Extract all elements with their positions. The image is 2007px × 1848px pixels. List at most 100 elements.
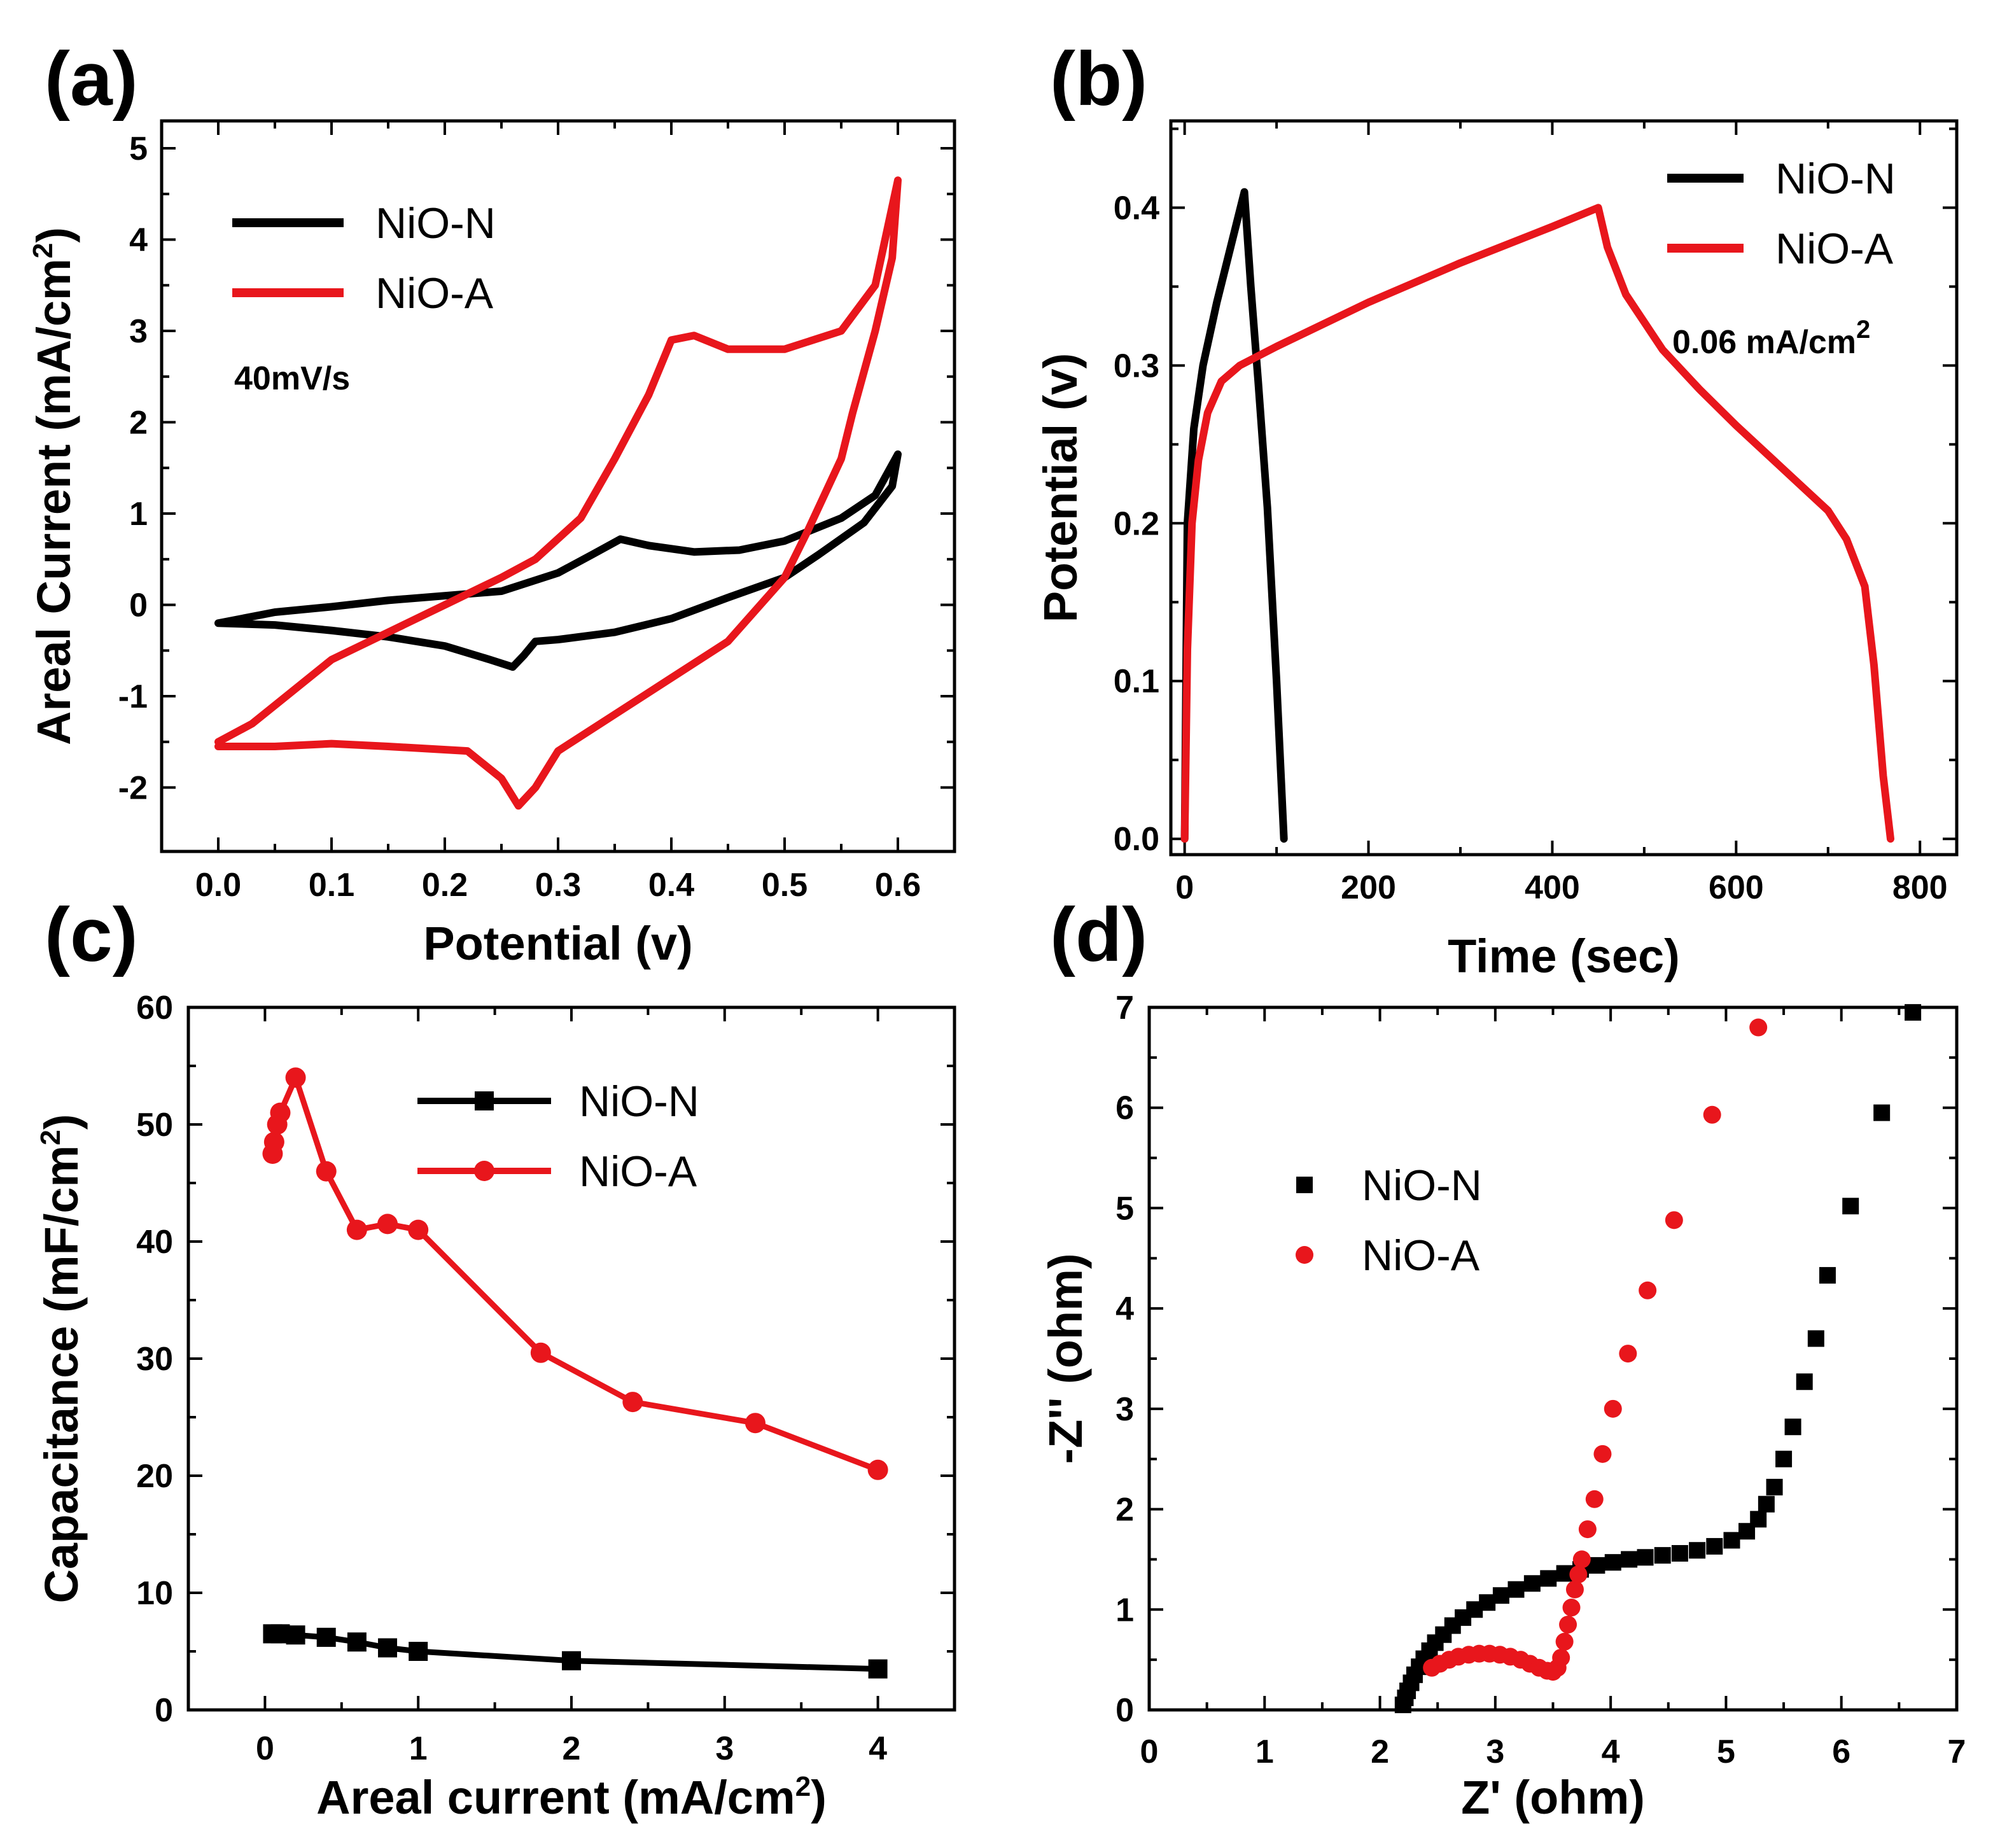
legend-label: NiO-A <box>375 269 494 318</box>
data-point <box>1492 1587 1509 1604</box>
y-tick-label: 6 <box>1115 1090 1134 1127</box>
x-axis-label: Areal current (mA/cm2) <box>316 1771 827 1824</box>
data-point <box>1637 1549 1654 1566</box>
data-point <box>1604 1399 1622 1418</box>
x-tick-label: 1 <box>409 1730 428 1767</box>
data-point <box>1671 1544 1688 1562</box>
x-tick-label: 800 <box>1892 869 1948 906</box>
data-point <box>1842 1198 1859 1215</box>
x-tick-label: 0.5 <box>762 867 808 904</box>
x-tick-label: 0.3 <box>535 867 581 904</box>
y-tick-label: 0.3 <box>1114 347 1159 384</box>
series-nio-a: NiO-A <box>214 176 902 810</box>
legend-marker <box>475 1091 494 1110</box>
x-tick-label: 400 <box>1525 869 1580 906</box>
legend-label: NiO-N <box>579 1077 699 1126</box>
data-point <box>1572 1550 1591 1569</box>
x-tick-label: 2 <box>563 1730 581 1767</box>
x-tick-label: 4 <box>1602 1733 1620 1770</box>
y-axis-label-sup: 2 <box>35 1130 66 1145</box>
x-tick-label: 0.1 <box>309 867 354 904</box>
data-point <box>1621 1551 1638 1568</box>
y-tick-label: 0.4 <box>1114 190 1159 227</box>
series-nio-a: NiO-A <box>262 1067 888 1480</box>
data-point <box>316 1161 337 1182</box>
y-tick-label: 60 <box>136 990 173 1026</box>
x-tick-label: 0.2 <box>422 867 468 904</box>
x-axis-label-text: Potential (v) <box>423 917 692 970</box>
series-line <box>1180 204 1894 843</box>
y-tick-label: -2 <box>118 770 148 807</box>
data-point <box>1758 1495 1775 1513</box>
data-point <box>286 1625 305 1645</box>
data-point <box>409 1642 428 1661</box>
y-tick-label: 10 <box>136 1575 173 1612</box>
data-point <box>1565 1580 1584 1599</box>
y-tick-label: 30 <box>136 1341 173 1378</box>
data-point <box>1639 1281 1657 1299</box>
x-tick-label: 0 <box>1140 1733 1159 1770</box>
x-axis-label-tail: ) <box>811 1771 827 1824</box>
legend-label: NiO-A <box>1362 1231 1480 1280</box>
data-point <box>1562 1599 1581 1617</box>
data-point <box>1578 1520 1597 1539</box>
x-axis-label-text: Time (sec) <box>1448 930 1680 983</box>
y-axis-label: -Z'' (ohm) <box>1039 1253 1092 1464</box>
x-tick-label: 4 <box>869 1730 887 1767</box>
data-point <box>868 1659 888 1679</box>
data-point <box>1523 1575 1541 1592</box>
data-point <box>270 1102 291 1123</box>
data-point <box>1569 1565 1588 1584</box>
data-point <box>1654 1547 1671 1564</box>
data-point <box>1784 1418 1801 1436</box>
data-point <box>1507 1581 1525 1598</box>
y-tick-label: 0 <box>1115 1692 1134 1729</box>
y-tick-label: 3 <box>1115 1391 1134 1428</box>
annotation-text: 40mV/s <box>234 360 350 397</box>
series-line <box>269 1074 881 1473</box>
y-tick-label: 5 <box>1115 1190 1134 1227</box>
data-point <box>1807 1330 1824 1347</box>
y-axis-label-text: Capacitance (mF/cm <box>35 1145 88 1604</box>
data-point <box>1479 1594 1496 1611</box>
data-point <box>1766 1478 1783 1495</box>
series-nio-a: NiO-A <box>1180 204 1894 843</box>
data-point <box>1540 1570 1557 1587</box>
x-axis-label: Time (sec) <box>1448 930 1680 983</box>
panel-d: 0 1 2 3 4 5 6 7 0 1 2 3 4 5 6 7 (d) Z' (ohm) -Z'' (ohm) NiO… <box>1039 892 1966 1824</box>
data-point <box>1689 1542 1706 1559</box>
series-nio-n: NiO-N <box>263 1077 888 1679</box>
y-axis-label-text: Areal Current (mA/cm <box>27 258 80 745</box>
y-tick-label: 0.0 <box>1114 821 1159 858</box>
data-point <box>622 1392 643 1413</box>
y-tick-label: 40 <box>136 1224 173 1261</box>
data-point <box>378 1638 398 1658</box>
data-point <box>1555 1632 1574 1651</box>
y-axis-label: Potential (v) <box>1034 353 1087 622</box>
legend-label: NiO-N <box>1362 1161 1482 1210</box>
x-tick-label: 2 <box>1371 1733 1389 1770</box>
series-nio-n: NiO-N <box>1296 1004 1922 1714</box>
y-tick-label: 50 <box>136 1107 173 1144</box>
y-tick-label: 4 <box>129 222 148 259</box>
x-tick-label: 1 <box>1255 1733 1274 1770</box>
x-axis-label-text: Z' (ohm) <box>1461 1771 1645 1824</box>
plot-frame <box>1147 1005 1959 1712</box>
x-tick-label: 200 <box>1341 869 1396 906</box>
data-point <box>1593 1445 1612 1463</box>
data-point <box>1552 1648 1570 1667</box>
y-tick-label: 1 <box>1115 1592 1134 1628</box>
data-point <box>745 1413 766 1434</box>
data-point <box>1703 1105 1721 1124</box>
x-tick-label: 0 <box>1175 869 1194 906</box>
y-tick-label: 0.1 <box>1114 663 1159 700</box>
y-tick-label: -1 <box>118 678 148 715</box>
data-point <box>1796 1373 1813 1390</box>
data-point <box>1723 1532 1740 1549</box>
y-tick-label: 1 <box>129 496 148 533</box>
legend-marker <box>1296 1177 1313 1193</box>
panel-a: 0.0 0.1 0.2 0.3 0.4 0.5 0.6 -2 -1 0 1 2 3 4 5 (a) Potent… <box>27 36 956 970</box>
y-axis-label-text: Potential (v) <box>1034 353 1087 622</box>
series-line <box>1180 188 1288 843</box>
